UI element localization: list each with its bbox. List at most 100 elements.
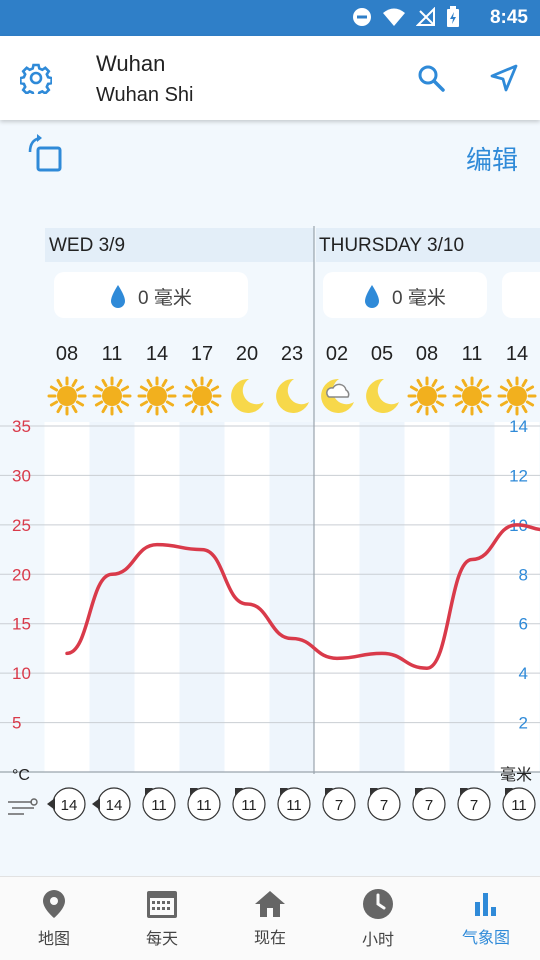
- hour-label: 17: [191, 343, 213, 365]
- column-band: [314, 422, 360, 772]
- nav-now[interactable]: 现在: [216, 877, 324, 960]
- nav-hourly-label: 小时: [361, 931, 394, 949]
- sun-icon: [182, 376, 222, 416]
- wind-badge: 11: [277, 787, 311, 821]
- gear-icon: [20, 63, 52, 94]
- wind-direction-icon: [280, 788, 288, 796]
- column-band: [359, 422, 405, 772]
- column-band: [224, 422, 270, 772]
- hour-label: 11: [102, 343, 123, 365]
- chart-toolbar: 编辑: [0, 122, 540, 192]
- sun-icon: [47, 376, 87, 416]
- column-band: [134, 422, 180, 772]
- wind-badge: 14: [92, 787, 131, 821]
- wind-icon: [8, 801, 34, 815]
- wind-direction-icon: [92, 798, 100, 810]
- wind-direction-icon: [47, 798, 55, 810]
- y-tick-right: 4: [519, 664, 528, 683]
- y-tick-right: 6: [519, 615, 528, 634]
- wind-row-icon: [8, 798, 38, 815]
- status-time: 8:45: [489, 7, 528, 28]
- wind-speed-value: 7: [470, 797, 478, 814]
- precip-pill-thu: 0 毫米: [323, 272, 487, 318]
- y-tick-left: 25: [12, 516, 31, 535]
- wind-direction-icon: [325, 788, 333, 796]
- wind-direction-icon: [415, 788, 423, 796]
- bottom-navigation: 地图 每天 现在 小时 气象图: [0, 876, 540, 960]
- wind-speed-value: 7: [380, 797, 388, 814]
- nav-hourly[interactable]: 小时: [324, 877, 432, 960]
- app-bar: Wuhan Wuhan Shi: [0, 36, 540, 120]
- column-band: [494, 422, 540, 772]
- cloudy-night-icon: [321, 378, 354, 413]
- sun-icon: [452, 376, 492, 416]
- y-tick-left: 20: [12, 565, 31, 584]
- hour-label: 23: [281, 343, 303, 365]
- nav-map[interactable]: 地图: [0, 877, 108, 960]
- y-tick-left: 10: [12, 664, 31, 683]
- wind-direction-icon: [460, 788, 468, 796]
- hour-label: 14: [506, 343, 528, 365]
- meteogram: WED 3/9 THURSDAY 3/10 0 毫米 0 毫米 08 11 14 17…: [0, 222, 540, 832]
- region-name[interactable]: Wuhan Shi: [96, 84, 194, 106]
- wind-badge: 7: [457, 787, 491, 821]
- settings-button[interactable]: [14, 56, 58, 100]
- y-axis-unit-right: 毫米: [500, 765, 532, 784]
- status-icons: [352, 6, 460, 33]
- battery-charging-icon: [446, 6, 460, 33]
- wind-direction-icon: [145, 788, 153, 796]
- rotate-icon: [28, 134, 62, 172]
- column-band: [269, 422, 315, 772]
- y-tick-left: 30: [12, 466, 31, 485]
- y-tick-right: 8: [519, 565, 528, 584]
- clock-icon: [363, 888, 393, 919]
- raindrop-icon: [365, 285, 379, 308]
- day-label-thu: THURSDAY 3/10: [319, 235, 464, 256]
- y-tick-right: 14: [509, 417, 528, 436]
- sun-icon: [497, 376, 537, 416]
- sun-icon: [137, 376, 177, 416]
- y-tick-right: 12: [509, 466, 528, 485]
- search-button[interactable]: [409, 56, 453, 100]
- wind-speed-value: 11: [241, 797, 257, 814]
- nav-daily[interactable]: 每天: [108, 877, 216, 960]
- y-tick-left: 35: [12, 417, 31, 436]
- city-name[interactable]: Wuhan: [96, 51, 166, 76]
- rotate-screen-button[interactable]: [26, 134, 66, 179]
- wind-direction-icon: [505, 788, 513, 796]
- moon-icon: [366, 378, 399, 413]
- nav-map-label: 地图: [37, 930, 70, 948]
- column-band: [449, 422, 495, 772]
- hour-label: 08: [416, 343, 438, 365]
- edit-button[interactable]: 编辑: [465, 145, 518, 175]
- hour-label: 11: [462, 343, 483, 365]
- locate-button[interactable]: [482, 56, 526, 100]
- wind-badge: 11: [142, 787, 176, 821]
- wind-badge: 14: [47, 787, 86, 821]
- day-header-thu: [316, 228, 540, 262]
- moon-icon: [231, 378, 264, 413]
- wind-direction-icon: [235, 788, 243, 796]
- y-axis-unit-left: °C: [12, 767, 30, 784]
- map-pin-icon: [43, 889, 65, 918]
- day-label-wed: WED 3/9: [49, 235, 125, 256]
- hour-label: 14: [146, 343, 168, 365]
- search-icon: [418, 65, 445, 92]
- sun-icon: [407, 376, 447, 416]
- column-band: [89, 422, 135, 772]
- wifi-icon: [382, 7, 406, 32]
- wind-badge: 7: [322, 787, 356, 821]
- status-bar: 8:45: [0, 0, 540, 36]
- wind-speed-value: 11: [286, 797, 302, 814]
- column-band: [179, 422, 225, 772]
- wind-badge: 7: [412, 787, 446, 821]
- precip-pill-next: [502, 272, 540, 318]
- home-icon: [255, 890, 285, 917]
- hour-label: 20: [236, 343, 258, 365]
- precip-total-thu: 0 毫米: [392, 287, 446, 309]
- wind-speed-value: 11: [511, 797, 527, 814]
- wind-direction-icon: [370, 788, 378, 796]
- wind-direction-icon: [190, 788, 198, 796]
- column-band: [404, 422, 450, 772]
- nav-meteogram[interactable]: 气象图: [432, 877, 540, 960]
